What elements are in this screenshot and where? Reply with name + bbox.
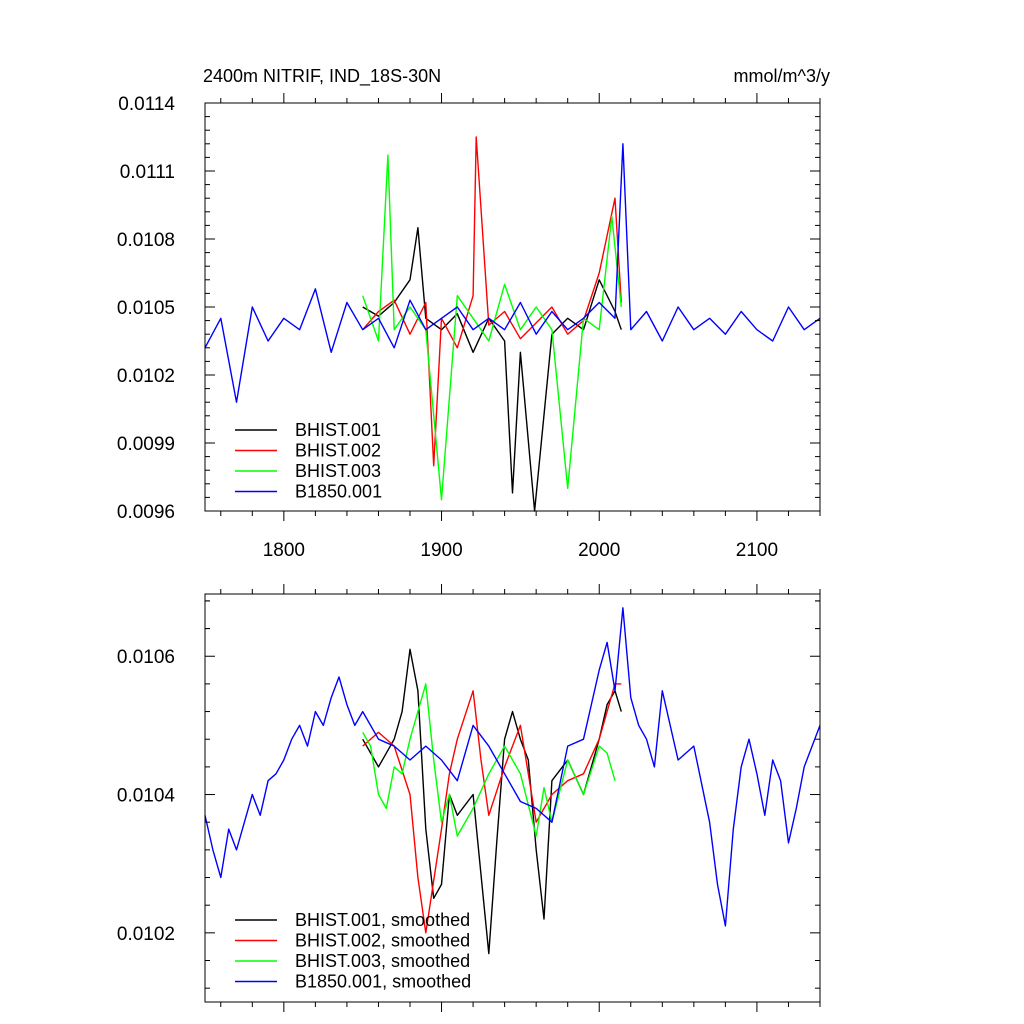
bottom-plot-frame	[204, 593, 821, 1003]
legend-label: BHIST.002, smoothed	[295, 931, 470, 951]
series-line-bottom-2	[362, 683, 616, 837]
y-tick-label: 0.0102	[117, 366, 175, 387]
top-axes: 0.0096 0.0099 0.0102 0.0105 0.0108 0.0111 0.01…	[117, 93, 821, 561]
series-line-bottom-1	[362, 683, 622, 934]
series-line-top-1	[362, 136, 622, 467]
y-tick-label: 0.0106	[117, 647, 175, 668]
y-tick-label: 0.0114	[118, 94, 175, 115]
y-tick-label: 0.0096	[117, 502, 175, 523]
x-tick-label: 2000	[578, 540, 620, 561]
legend-label: BHIST.001, smoothed	[295, 910, 470, 930]
series-line-top-3	[204, 143, 821, 403]
series-line-bottom-3	[204, 607, 821, 927]
y-tick-label: 0.0104	[117, 786, 176, 807]
x-tick-label: 1900	[420, 540, 462, 561]
series-line-top-0	[362, 226, 622, 512]
y-tick-label: 0.0102	[117, 924, 175, 945]
legend-label: BHIST.002	[295, 441, 381, 461]
legend-label: B1850.001	[295, 482, 382, 502]
legend-label: BHIST.001	[295, 420, 381, 440]
y-tick-label: 0.0099	[117, 434, 175, 455]
x-tick-label: 1800	[263, 540, 305, 561]
y-tick-label: 0.0111	[120, 162, 175, 183]
legend-label: BHIST.003, smoothed	[295, 951, 470, 971]
bottom-plot-area	[204, 607, 821, 955]
y-tick-label: 0.0108	[117, 230, 175, 251]
legend-label: B1850.001, smoothed	[295, 972, 471, 992]
top-plot-area	[204, 136, 821, 512]
x-tick-label: 2100	[736, 540, 778, 561]
top-chart: 2400m NITRIF, IND_18S-30N mmol/m^3/y 0.0…	[117, 66, 830, 561]
top-chart-units: mmol/m^3/y	[734, 66, 830, 86]
y-tick-label: 0.0105	[117, 298, 175, 319]
bottom-axes: 0.0102 0.0104 0.0106	[117, 584, 821, 1012]
legend-label: BHIST.003	[295, 461, 381, 481]
top-chart-title: 2400m NITRIF, IND_18S-30N	[203, 66, 441, 87]
